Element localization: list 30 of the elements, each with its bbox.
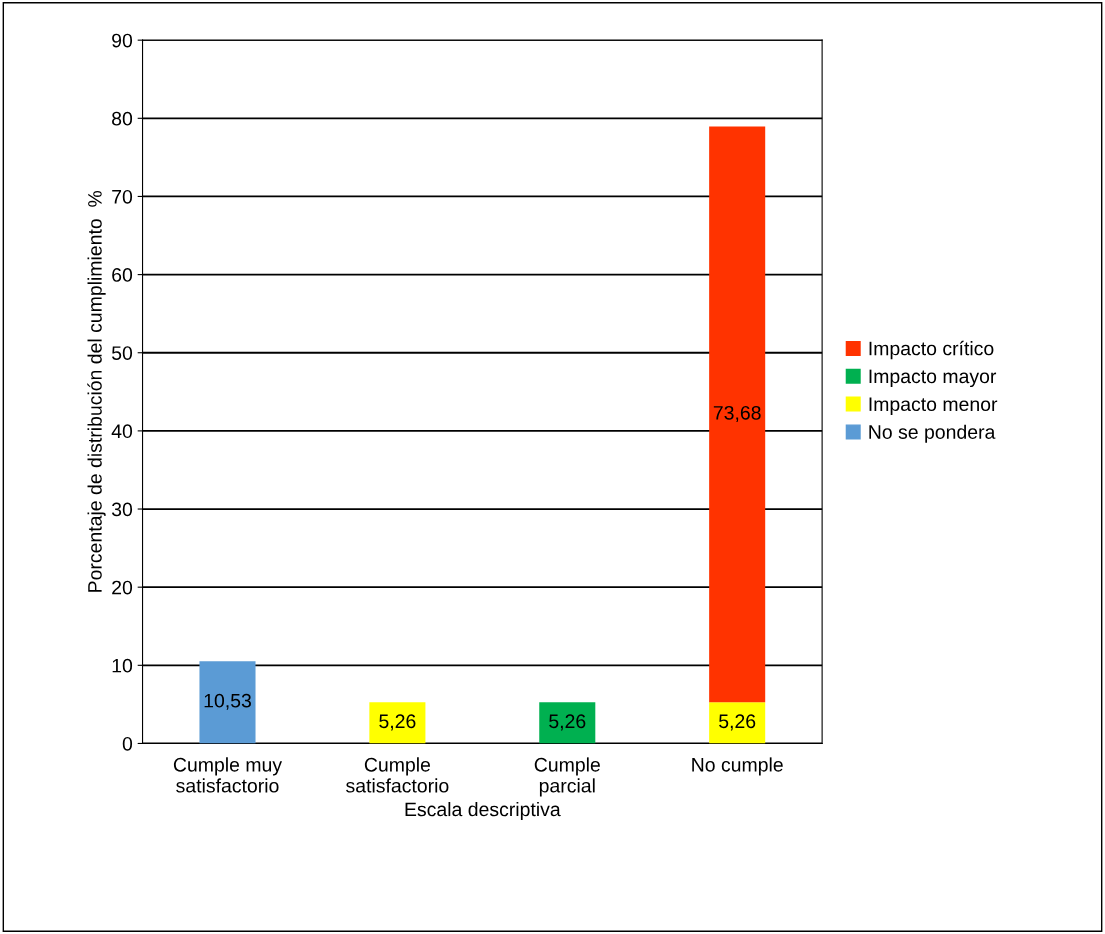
x-axis-title: Escala descriptiva [405, 801, 561, 821]
data-label: 5,26 [379, 714, 416, 731]
y-tick-label: 30 [111, 502, 133, 517]
y-tick-label: 70 [112, 189, 133, 204]
legend-label: Impacto crítico [869, 340, 994, 360]
y-tick-label: 50 [111, 346, 133, 360]
legend-label: No se pondera [869, 424, 996, 443]
y-tick-label: 90 [112, 33, 133, 48]
y-axis-title: Porcentaje de distribución del cumplimiento % [87, 190, 106, 592]
bar [709, 126, 766, 703]
data-label: 10,53 [204, 693, 251, 710]
data-label: 73,68 [713, 405, 761, 422]
x-tick-label: Cumple muy satisfactorio [173, 757, 283, 793]
y-tick-label: 60 [112, 268, 133, 282]
y-tick-label: 0 [122, 736, 133, 751]
y-tick-label: 40 [111, 424, 133, 439]
bar [709, 702, 766, 744]
legend-label: Impacto menor [869, 397, 998, 415]
data-label: 5,26 [549, 714, 586, 731]
y-tick-label: 80 [112, 111, 133, 126]
legend-label: Impacto mayor [869, 369, 997, 388]
x-tick-label: Cumple satisfactorio [346, 757, 449, 793]
y-tick-label: 20 [112, 580, 133, 595]
data-label: 5,26 [719, 714, 756, 731]
x-tick-label: Cumple parcial [534, 757, 600, 797]
bar [539, 702, 596, 744]
x-tick-label: No cumple [692, 757, 783, 776]
bar [369, 702, 426, 744]
y-tick-label: 10 [112, 658, 133, 673]
bar [199, 661, 256, 744]
